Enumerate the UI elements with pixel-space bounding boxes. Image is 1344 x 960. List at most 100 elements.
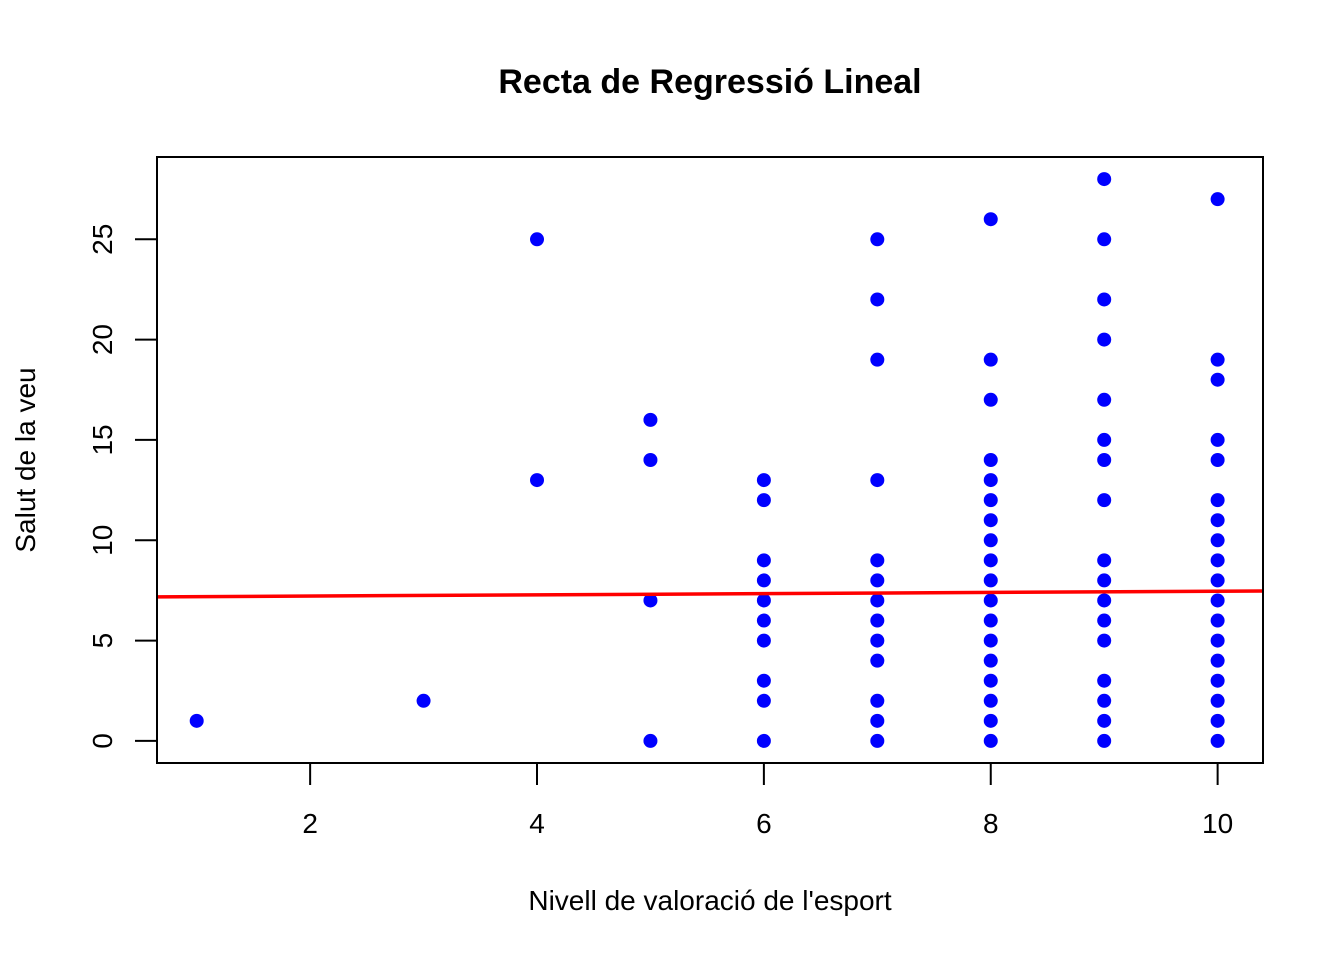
- data-point: [756, 693, 771, 708]
- data-point: [530, 232, 545, 247]
- data-point: [1097, 673, 1112, 688]
- data-point: [983, 473, 998, 488]
- data-point: [1210, 633, 1225, 648]
- x-tick-label: 8: [983, 808, 999, 839]
- data-point: [983, 673, 998, 688]
- y-tick-label: 10: [87, 525, 118, 556]
- data-point: [756, 633, 771, 648]
- data-point: [1097, 553, 1112, 568]
- data-point: [643, 593, 658, 608]
- data-point: [870, 292, 885, 307]
- plot-frame: [156, 156, 1264, 764]
- data-point: [1210, 192, 1225, 207]
- data-point: [870, 733, 885, 748]
- data-point: [983, 533, 998, 548]
- data-point: [983, 653, 998, 668]
- x-axis: 2 4 6 8 10: [302, 763, 1233, 839]
- data-point: [1210, 372, 1225, 387]
- data-point: [983, 553, 998, 568]
- data-point: [870, 713, 885, 728]
- data-point: [1210, 693, 1225, 708]
- data-point: [1097, 573, 1112, 588]
- data-point: [643, 733, 658, 748]
- y-tick-label: 5: [87, 633, 118, 649]
- data-point: [1210, 453, 1225, 467]
- data-point: [983, 513, 998, 528]
- data-point: [1097, 493, 1112, 508]
- data-point: [1097, 172, 1112, 187]
- data-point: [870, 352, 885, 367]
- data-point: [983, 573, 998, 588]
- data-point: [1210, 733, 1225, 748]
- data-point: [983, 713, 998, 728]
- data-point: [416, 693, 431, 708]
- x-tick-label: 2: [302, 808, 318, 839]
- data-point: [870, 613, 885, 628]
- data-point: [1210, 352, 1225, 367]
- data-point: [1097, 392, 1112, 407]
- data-point: [1097, 713, 1112, 728]
- data-point: [756, 473, 771, 488]
- data-point: [643, 453, 658, 467]
- y-tick-label: 0: [87, 733, 118, 749]
- y-tick-label: 25: [87, 224, 118, 255]
- x-axis-label: Nivell de valoració de l'esport: [528, 885, 892, 916]
- y-tick-label: 20: [87, 324, 118, 355]
- data-point: [983, 593, 998, 608]
- data-point: [1097, 432, 1112, 447]
- data-point: [1097, 613, 1112, 628]
- data-point: [756, 613, 771, 628]
- x-tick-label: 10: [1202, 808, 1233, 839]
- data-point: [870, 593, 885, 608]
- data-point: [1097, 733, 1112, 748]
- data-point: [756, 573, 771, 588]
- data-point: [983, 392, 998, 407]
- y-tick-label: 15: [87, 424, 118, 455]
- y-axis-label: Salut de la veu: [10, 367, 41, 552]
- data-point: [983, 633, 998, 648]
- data-point: [870, 633, 885, 648]
- data-point: [870, 473, 885, 488]
- data-point: [983, 733, 998, 748]
- data-point: [1097, 232, 1112, 247]
- data-point: [1097, 292, 1112, 307]
- data-point: [1210, 593, 1225, 608]
- data-point: [870, 232, 885, 247]
- data-point: [870, 573, 885, 588]
- data-point: [643, 412, 658, 427]
- data-point: [756, 673, 771, 688]
- data-point: [1210, 673, 1225, 688]
- data-point: [983, 693, 998, 708]
- data-point: [1210, 653, 1225, 668]
- x-tick-label: 6: [756, 808, 772, 839]
- data-point: [1210, 533, 1225, 548]
- data-point: [1210, 713, 1225, 728]
- data-point: [1210, 573, 1225, 588]
- data-point: [1210, 513, 1225, 528]
- data-point: [756, 593, 771, 608]
- data-point: [1210, 493, 1225, 508]
- chart-title: Recta de Regressió Lineal: [498, 63, 921, 101]
- data-point: [983, 493, 998, 508]
- data-point: [1097, 593, 1112, 608]
- data-point: [756, 733, 771, 748]
- data-point: [1097, 332, 1112, 347]
- x-tick-label: 4: [529, 808, 545, 839]
- data-point: [756, 493, 771, 508]
- data-point: [870, 653, 885, 668]
- data-point: [1210, 553, 1225, 568]
- plot-area: [156, 172, 1264, 748]
- data-point: [756, 553, 771, 568]
- data-point: [983, 613, 998, 628]
- data-point: [1097, 633, 1112, 648]
- data-point: [870, 553, 885, 568]
- data-point: [189, 713, 204, 728]
- data-point: [983, 453, 998, 467]
- data-point: [530, 473, 545, 488]
- data-point: [1097, 453, 1112, 467]
- data-point: [1210, 613, 1225, 628]
- data-point: [870, 693, 885, 708]
- y-axis: 0 5 10 15 20 25: [87, 224, 157, 749]
- data-point: [983, 212, 998, 227]
